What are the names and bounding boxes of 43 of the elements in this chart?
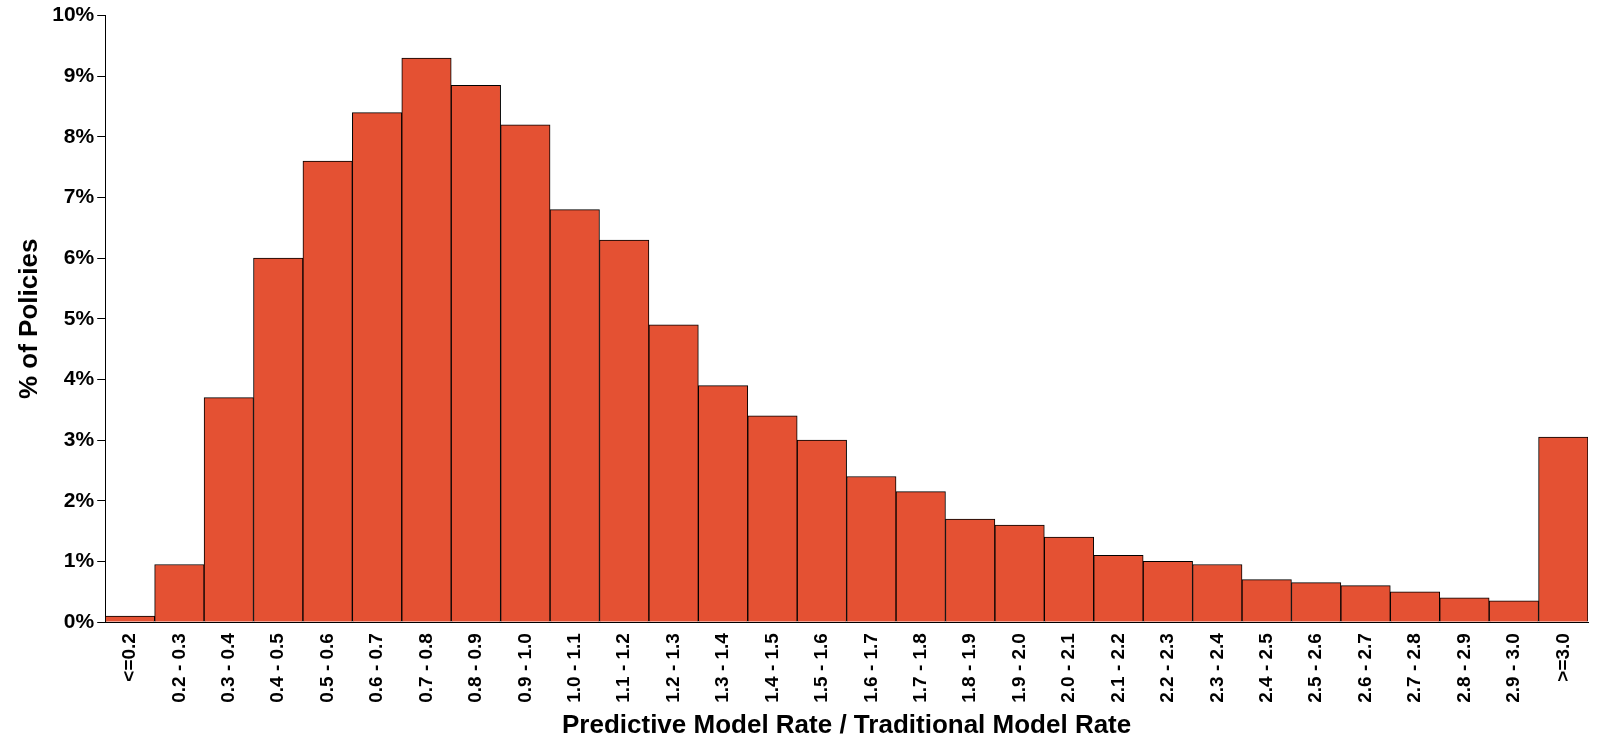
x-tick-label: 1.1 - 1.2	[612, 633, 634, 703]
x-tick-label: 2.5 - 2.6	[1304, 633, 1326, 703]
x-tick-label: 0.6 - 0.7	[365, 633, 387, 703]
x-tick-label: 1.2 - 1.3	[661, 633, 683, 703]
y-tick-label: 4%	[63, 366, 95, 390]
y-tick-label: 8%	[63, 123, 95, 147]
x-tick-label: 1.6 - 1.7	[859, 633, 881, 703]
x-tick-label: 0.9 - 1.0	[513, 633, 535, 703]
x-tick-label: 1.9 - 2.0	[1007, 633, 1029, 703]
y-tick-label: 6%	[63, 244, 95, 268]
y-tick-label: 5%	[63, 305, 95, 329]
x-tick-label: 2.8 - 2.9	[1452, 633, 1474, 703]
x-tick-label: 2.7 - 2.8	[1403, 633, 1425, 703]
x-tick-label: 0.7 - 0.8	[414, 633, 436, 703]
x-tick-label: 2.9 - 3.0	[1502, 633, 1524, 703]
x-tick-label: 2.6 - 2.7	[1353, 633, 1375, 703]
x-tick-label: 2.0 - 2.1	[1057, 632, 1079, 703]
y-tick-label: 1%	[63, 548, 95, 572]
x-tick-label: 2.2 - 2.3	[1156, 633, 1178, 703]
x-tick-label: 1.5 - 1.6	[810, 633, 832, 703]
y-tick-label: 7%	[63, 184, 95, 208]
x-tick-label: 1.4 - 1.5	[760, 632, 782, 703]
y-tick-label: 10%	[52, 2, 95, 26]
x-tick-label: 0.2 - 0.3	[167, 633, 189, 703]
x-tick-label: 1.3 - 1.4	[711, 632, 733, 703]
y-tick-label: 2%	[63, 487, 95, 511]
x-tick-label: 0.5 - 0.6	[315, 633, 337, 703]
x-tick-label: 2.4 - 2.5	[1254, 632, 1276, 703]
x-tick-label: 1.8 - 1.9	[958, 633, 980, 703]
y-tick-label: 0%	[63, 608, 95, 632]
x-tick-label: 0.3 - 0.4	[217, 632, 239, 703]
x-tick-label: 2.1 - 2.2	[1106, 633, 1128, 703]
x-tick-label: <=0.2	[118, 633, 140, 682]
y-tick-label: 9%	[63, 63, 95, 87]
x-tick-label: 0.4 - 0.5	[266, 632, 288, 703]
x-axis-title: Predictive Model Rate / Traditional Model Rate	[562, 708, 1132, 739]
x-tick-label: >=3.0	[1551, 633, 1573, 682]
y-axis-title: % of Policies	[12, 238, 43, 400]
x-tick-label: 0.8 - 0.9	[464, 633, 486, 703]
x-tick-label: 2.3 - 2.4	[1205, 632, 1227, 703]
y-tick-label: 3%	[63, 426, 95, 450]
x-tick-label: 1.0 - 1.1	[563, 632, 585, 703]
x-tick-label: 1.7 - 1.8	[908, 633, 930, 703]
